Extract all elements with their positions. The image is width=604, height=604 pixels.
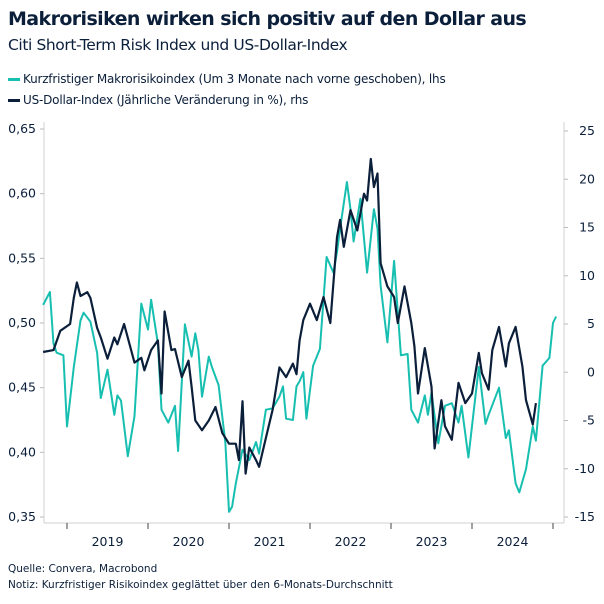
x-tick-label: 2024: [497, 534, 529, 549]
legend-label-dollar-index: US-Dollar-Index (Jährliche Veränderung i…: [23, 93, 309, 107]
y-right-tick-label: 0: [587, 364, 595, 379]
series-line-risk-index: [42, 181, 558, 513]
y-right-tick-label: -5: [583, 413, 595, 428]
legend-label-risk-index: Kurzfristiger Makrorisikoindex (Um 3 Mon…: [23, 72, 446, 86]
y-left-tick-label: 0,65: [8, 121, 36, 136]
x-tick-label: 2020: [173, 534, 205, 549]
chart-subtitle: Citi Short-Term Risk Index und US-Dollar…: [8, 36, 348, 54]
legend-swatch-navy: [8, 98, 20, 102]
series-line-dollar-index: [42, 157, 537, 475]
x-tick-label: 2022: [335, 534, 367, 549]
y-left-tick-label: 0,35: [8, 509, 36, 524]
x-tick-label: 2023: [416, 534, 448, 549]
legend-item-risk-index: Kurzfristiger Makrorisikoindex (Um 3 Mon…: [8, 72, 446, 86]
y-left-tick-label: 0,50: [8, 315, 36, 330]
y-right-tick-label: 15: [579, 220, 595, 235]
y-right-tick-label: 25: [579, 123, 595, 138]
y-left-tick-label: 0,45: [8, 380, 36, 395]
y-left-tick-label: 0,55: [8, 250, 36, 265]
footnote: Notiz: Kurzfristiger Risikoindex geglätt…: [8, 579, 393, 591]
legend-item-dollar-index: US-Dollar-Index (Jährliche Veränderung i…: [8, 93, 308, 107]
chart-title: Makrorisiken wirken sich positiv auf den…: [8, 8, 527, 30]
x-tick-label: 2021: [254, 534, 286, 549]
x-tick-label: 2019: [92, 534, 124, 549]
y-right-tick-label: 10: [579, 268, 595, 283]
source-note: Quelle: Convera, Macrobond: [8, 563, 158, 575]
y-right-tick-label: 5: [587, 316, 595, 331]
y-left-tick-label: 0,60: [8, 186, 36, 201]
y-right-tick-label: 20: [579, 171, 595, 186]
y-right-tick-label: -10: [575, 461, 595, 476]
legend-swatch-teal: [8, 77, 20, 81]
y-right-tick-label: -15: [575, 509, 595, 524]
y-left-tick-label: 0,40: [8, 444, 36, 459]
